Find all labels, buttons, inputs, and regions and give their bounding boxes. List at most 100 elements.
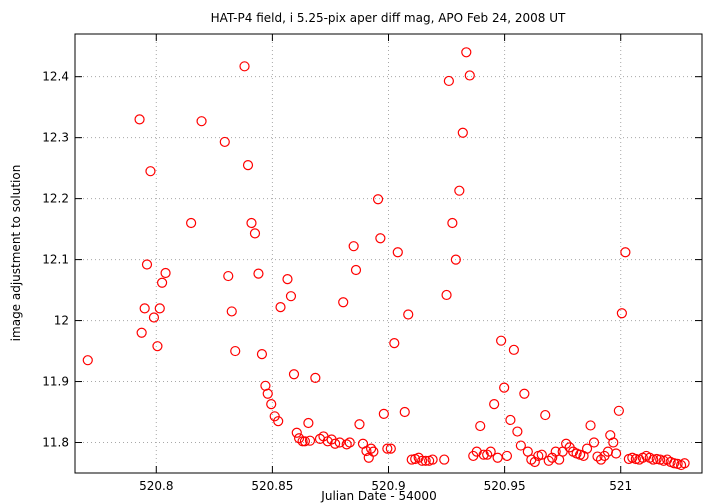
y-tick-label: 12.4 <box>42 70 69 84</box>
data-point <box>389 338 400 349</box>
data-point <box>441 289 452 301</box>
data-point <box>293 433 305 444</box>
data-point <box>608 437 619 448</box>
data-point <box>148 312 160 323</box>
data-point <box>242 159 254 171</box>
data-point <box>368 446 379 457</box>
data-point <box>145 166 156 177</box>
data-point <box>492 452 503 463</box>
data-point <box>439 454 450 465</box>
y-tick-label: 11.8 <box>42 436 69 450</box>
data-point <box>679 458 690 469</box>
chart-title: HAT-P4 field, i 5.25-pix aper diff mag, … <box>211 11 566 25</box>
data-point <box>420 455 431 466</box>
data-point <box>288 369 300 380</box>
data-point <box>304 435 316 446</box>
data-point <box>651 453 662 465</box>
data-point <box>450 254 461 265</box>
data-point <box>299 436 310 447</box>
data-point <box>385 443 396 454</box>
data-point <box>354 419 365 430</box>
data-point <box>540 409 551 421</box>
data-point <box>273 416 284 427</box>
data-point <box>413 452 424 463</box>
data-point <box>136 327 147 338</box>
data-point <box>461 47 472 58</box>
data-point <box>648 454 659 465</box>
data-point <box>610 448 622 459</box>
x-tick-label: 520.8 <box>139 479 173 493</box>
data-point <box>499 382 510 393</box>
data-point <box>595 454 607 465</box>
data-point <box>266 399 277 410</box>
data-point <box>616 308 627 319</box>
data-point <box>378 408 389 419</box>
data-point <box>478 449 489 460</box>
data-point <box>613 405 624 416</box>
data-point <box>282 274 293 285</box>
data-point <box>348 241 359 252</box>
data-point <box>501 450 513 462</box>
data-point <box>547 452 558 463</box>
data-point <box>536 449 547 460</box>
data-point <box>505 414 516 426</box>
data-point <box>464 70 475 81</box>
data-point <box>630 453 641 465</box>
data-point <box>249 228 261 239</box>
data-point <box>529 456 540 468</box>
data-point <box>543 455 554 466</box>
data-point <box>399 406 410 418</box>
data-point <box>669 458 680 469</box>
data-point <box>134 114 145 125</box>
data-point <box>141 259 153 270</box>
data-point <box>382 443 393 454</box>
data-point <box>485 446 496 457</box>
data-point <box>581 443 593 454</box>
data-point <box>230 345 241 357</box>
data-point <box>156 277 168 288</box>
y-tick-label: 11.9 <box>42 375 69 389</box>
data-point <box>338 297 349 308</box>
data-point <box>239 61 250 72</box>
data-point <box>447 217 458 229</box>
data-point <box>508 344 520 355</box>
data-point <box>350 264 362 276</box>
data-points <box>82 47 690 471</box>
data-point <box>592 451 603 462</box>
axis-ticks <box>75 34 702 473</box>
data-point <box>372 194 384 205</box>
data-point <box>310 372 321 383</box>
y-tick-label: 12.3 <box>42 131 69 145</box>
data-point <box>406 454 417 465</box>
data-point <box>154 303 165 314</box>
data-point <box>605 430 616 441</box>
x-axis-title: Julian Date - 54000 <box>320 489 436 503</box>
x-tick-label: 520.9 <box>371 479 405 493</box>
data-point <box>620 247 631 258</box>
data-point <box>314 433 326 444</box>
data-point <box>375 233 386 244</box>
data-point <box>285 291 297 302</box>
data-point <box>226 306 237 317</box>
data-point <box>427 454 438 465</box>
data-point <box>489 399 500 410</box>
data-point <box>392 247 403 258</box>
data-point <box>262 388 273 399</box>
data-point <box>344 437 355 448</box>
data-point <box>588 437 600 448</box>
data-point <box>519 388 530 399</box>
data-point <box>303 417 314 429</box>
data-point <box>471 446 482 457</box>
data-point <box>219 136 230 148</box>
plot-frame <box>74 33 703 474</box>
grid-lines <box>75 34 702 473</box>
data-point <box>196 116 207 127</box>
data-point <box>256 349 268 360</box>
y-tick-labels: 11.8 11.9 12 12.1 12.2 12.3 12.4 <box>42 70 69 450</box>
data-point <box>585 420 596 431</box>
y-tick-label: 12 <box>54 314 69 328</box>
data-point <box>152 341 163 352</box>
data-point <box>512 426 523 437</box>
data-point <box>160 267 171 279</box>
